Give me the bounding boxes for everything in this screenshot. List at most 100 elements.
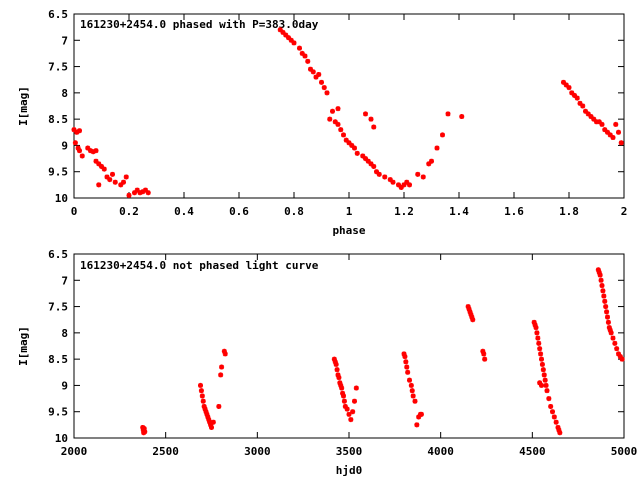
x-tick-label: 1.4	[449, 205, 469, 218]
data-point	[546, 396, 552, 402]
data-point	[341, 398, 347, 404]
x-tick-label: 2	[621, 205, 628, 218]
data-point	[415, 171, 421, 177]
data-point	[313, 74, 319, 80]
data-point	[612, 340, 618, 346]
data-point	[110, 171, 115, 177]
data-point	[409, 388, 415, 394]
data-point	[588, 114, 594, 120]
data-point	[610, 135, 616, 141]
data-point	[543, 382, 549, 388]
data-point	[401, 182, 407, 188]
data-point	[88, 148, 93, 154]
data-point	[299, 50, 305, 56]
data-point	[602, 127, 608, 133]
plot-frame	[73, 13, 625, 199]
data-point	[563, 82, 569, 88]
y-tick-label: 8.5	[48, 113, 68, 126]
data-point	[594, 119, 599, 125]
data-point	[338, 127, 344, 133]
data-point	[602, 298, 608, 304]
data-point	[583, 108, 588, 114]
x-tick-label: 1.6	[504, 205, 524, 218]
data-point	[574, 95, 580, 101]
y-tick-label: 8.5	[48, 353, 68, 366]
data-point	[613, 121, 619, 127]
data-point	[556, 427, 562, 433]
y-tick-label: 8	[61, 87, 68, 100]
data-point	[121, 179, 126, 185]
data-point	[137, 190, 143, 196]
y-tick-label: 9.5	[48, 406, 68, 419]
data-point	[482, 356, 488, 362]
data-point	[202, 406, 208, 412]
data-point	[334, 367, 340, 373]
data-point	[337, 380, 343, 386]
x-tick-label: 2500	[152, 445, 179, 458]
data-point	[126, 192, 132, 198]
data-point	[145, 190, 151, 196]
data-point	[470, 317, 476, 323]
y-tick-label: 7	[61, 274, 68, 287]
x-tick-label: 0.6	[229, 205, 249, 218]
data-point	[365, 158, 371, 164]
data-point	[426, 161, 432, 167]
data-point	[352, 398, 357, 404]
data-point	[74, 129, 80, 135]
data-point	[539, 361, 545, 367]
data-point	[344, 406, 350, 412]
y-tick-label: 9.5	[48, 166, 68, 179]
data-point	[221, 348, 227, 354]
data-point	[123, 174, 129, 180]
data-point	[410, 393, 416, 399]
data-point	[412, 398, 418, 404]
data-point	[338, 382, 344, 388]
data-point	[104, 174, 110, 180]
data-point	[572, 92, 577, 98]
data-point	[596, 119, 602, 125]
data-point	[459, 114, 465, 120]
y-tick-label: 9	[61, 379, 68, 392]
data-point	[112, 179, 118, 185]
data-point	[90, 149, 96, 155]
data-point	[561, 79, 566, 85]
data-point	[596, 269, 602, 275]
x-tick-label: 0.4	[174, 205, 194, 218]
data-point	[607, 132, 613, 138]
phased-light-curve-panel: 161230+2454.0 phased with P=383.0day pha…	[17, 8, 627, 237]
data-point	[346, 140, 352, 146]
data-point	[134, 187, 140, 193]
data-point	[198, 382, 203, 388]
x-tick-label: 5000	[611, 445, 638, 458]
data-point	[598, 277, 604, 283]
data-point	[418, 411, 424, 417]
data-point	[445, 111, 451, 117]
data-point	[407, 182, 412, 188]
data-point	[363, 111, 368, 117]
y-tick-label: 10	[55, 192, 68, 205]
data-point	[206, 417, 212, 423]
data-point	[608, 330, 614, 336]
data-point	[603, 304, 609, 310]
axis-ticks: 2000 2500 3000 3500 4000 4500 5000 6.5 7 7.5 8 8.5 9…	[48, 248, 637, 458]
data-point	[533, 325, 539, 331]
data-point	[404, 179, 410, 185]
data-point	[99, 163, 104, 169]
data-point	[404, 364, 410, 370]
data-point	[203, 409, 209, 415]
data-point	[71, 127, 77, 133]
x-tick-label: 1.8	[559, 205, 579, 218]
data-point	[348, 417, 354, 423]
data-point	[142, 429, 148, 435]
data-point	[310, 69, 316, 75]
data-point	[140, 189, 146, 195]
data-point	[96, 182, 102, 188]
data-point	[390, 179, 396, 185]
data-point	[534, 330, 540, 336]
unphased-light-curve-panel: 161230+2454.0 not phased light curve hjd…	[17, 248, 637, 477]
data-point	[607, 327, 613, 333]
data-point	[324, 90, 330, 96]
data-point	[467, 309, 473, 315]
data-point	[368, 116, 374, 122]
